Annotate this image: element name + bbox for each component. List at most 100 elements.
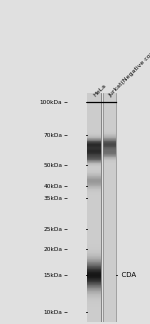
Bar — [87, 265, 101, 266]
Bar — [87, 142, 101, 143]
Bar — [87, 135, 101, 136]
Bar — [87, 235, 101, 236]
Bar — [87, 126, 101, 127]
Bar — [103, 117, 116, 118]
Bar — [103, 236, 116, 237]
Bar — [103, 141, 116, 142]
Bar — [103, 210, 116, 211]
Bar — [103, 198, 116, 199]
Bar — [87, 240, 101, 241]
Bar — [103, 259, 116, 260]
Bar — [87, 259, 101, 260]
Bar — [103, 151, 116, 152]
Bar — [103, 279, 116, 280]
Bar — [87, 114, 101, 115]
Bar — [87, 232, 101, 233]
Bar — [103, 238, 116, 239]
Bar — [103, 186, 116, 187]
Bar — [87, 93, 101, 322]
Bar — [87, 231, 101, 232]
Bar — [103, 142, 116, 143]
Bar — [87, 124, 101, 125]
Bar — [103, 205, 116, 206]
Bar — [103, 241, 116, 242]
Bar — [103, 204, 116, 205]
Bar — [87, 139, 101, 140]
Bar — [103, 134, 116, 135]
Bar — [103, 176, 116, 177]
Bar — [87, 216, 101, 217]
Bar — [103, 192, 116, 193]
Bar — [87, 163, 101, 164]
Bar — [103, 299, 116, 300]
Bar — [103, 213, 116, 214]
Bar — [87, 199, 101, 200]
Bar — [87, 229, 101, 230]
Bar — [87, 252, 101, 253]
Bar — [103, 271, 116, 272]
Bar — [103, 160, 116, 161]
Bar — [103, 191, 116, 192]
Bar — [103, 233, 116, 234]
Bar — [87, 121, 101, 122]
Bar — [103, 172, 116, 173]
Bar — [87, 106, 101, 107]
Bar — [103, 109, 116, 110]
Bar — [103, 165, 116, 166]
Bar — [103, 270, 116, 271]
Bar — [87, 193, 101, 194]
Bar — [87, 140, 101, 141]
Bar — [87, 170, 101, 171]
Bar — [103, 292, 116, 293]
Bar — [87, 290, 101, 291]
Bar — [87, 96, 101, 97]
Bar — [103, 230, 116, 231]
Bar — [103, 304, 116, 305]
Bar — [87, 249, 101, 250]
Bar — [103, 315, 116, 316]
Bar — [87, 217, 101, 218]
Bar — [103, 239, 116, 240]
Bar — [87, 296, 101, 297]
Bar — [103, 124, 116, 125]
Bar — [103, 319, 116, 320]
Bar — [87, 196, 101, 197]
Bar — [87, 260, 101, 261]
Bar — [87, 241, 101, 242]
Bar — [87, 294, 101, 295]
Bar — [87, 313, 101, 314]
Bar — [103, 154, 116, 155]
Bar — [103, 139, 116, 140]
Bar — [87, 272, 101, 273]
Bar — [87, 301, 101, 302]
Bar — [87, 167, 101, 168]
Bar — [103, 226, 116, 227]
Bar — [103, 219, 116, 220]
Bar — [87, 277, 101, 278]
Bar — [87, 133, 101, 134]
Bar — [103, 106, 116, 107]
Bar — [87, 283, 101, 284]
Bar — [103, 153, 116, 154]
Bar — [87, 210, 101, 211]
Bar — [87, 299, 101, 300]
Bar — [103, 173, 116, 174]
Bar — [87, 293, 101, 294]
Bar — [87, 98, 101, 99]
Bar — [87, 228, 101, 229]
Bar — [87, 157, 101, 158]
Bar — [103, 121, 116, 122]
Bar — [103, 267, 116, 268]
Bar — [87, 308, 101, 309]
Bar — [103, 200, 116, 201]
Bar — [87, 158, 101, 159]
Bar — [103, 284, 116, 285]
Bar — [87, 287, 101, 288]
Bar — [87, 215, 101, 216]
Bar — [103, 223, 116, 224]
Bar — [87, 152, 101, 153]
Bar — [87, 280, 101, 281]
Bar — [103, 169, 116, 170]
Bar — [87, 211, 101, 212]
Bar — [87, 191, 101, 192]
